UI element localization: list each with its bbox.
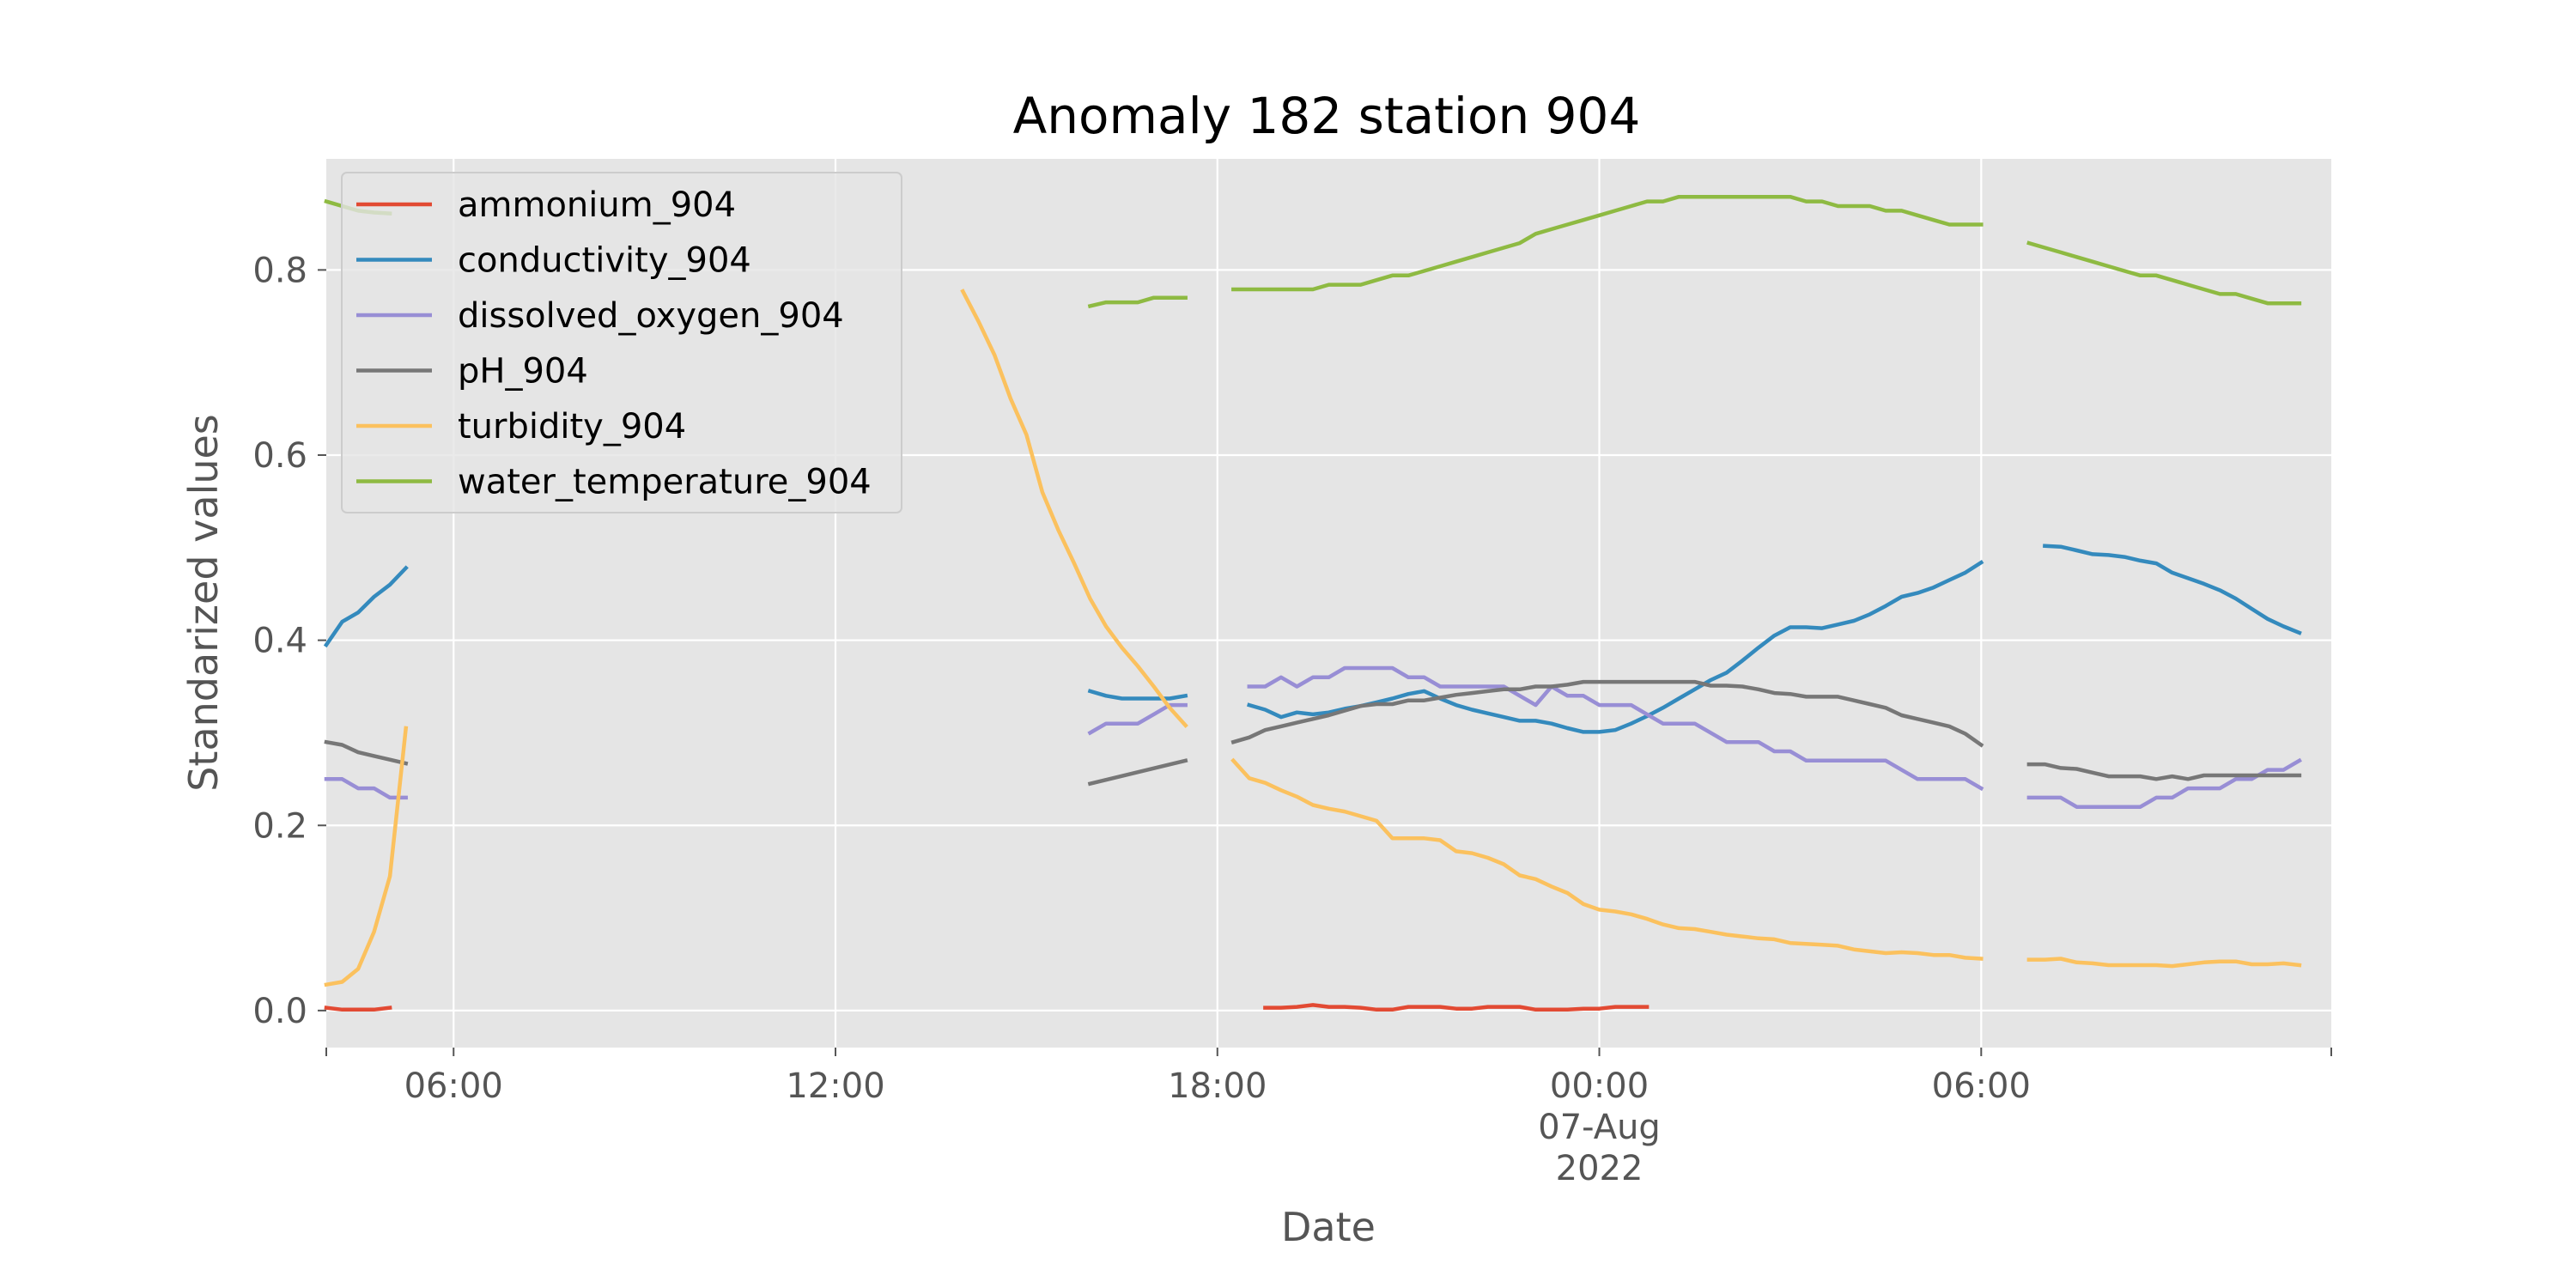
legend: ammonium_904 conductivity_904 dissolved_ox… bbox=[341, 172, 902, 513]
series-line-dissolved_oxygen_904 bbox=[324, 777, 408, 800]
series-ammonium_904 bbox=[324, 1003, 1649, 1012]
x-tick-sublabel: 2022 bbox=[1556, 1149, 1643, 1188]
series-line-pH_904 bbox=[1230, 679, 1984, 748]
series-line-ammonium_904 bbox=[324, 1005, 392, 1012]
y-axis-label: Standarized values bbox=[180, 414, 227, 792]
x-tick-label: 18:00 bbox=[1168, 1066, 1267, 1106]
y-tick-label: 0.0 bbox=[252, 992, 307, 1031]
series-dissolved_oxygen_904 bbox=[324, 665, 2302, 809]
series-line-pH_904 bbox=[2026, 762, 2302, 781]
series-line-water_temperature_904 bbox=[1087, 295, 1188, 309]
legend-label: water_temperature_904 bbox=[458, 463, 872, 502]
x-tick-label: 06:00 bbox=[404, 1066, 503, 1106]
x-tick-sublabel: 07-Aug bbox=[1538, 1108, 1661, 1147]
series-turbidity_904 bbox=[324, 289, 2302, 987]
series-line-water_temperature_904 bbox=[1231, 194, 1984, 292]
x-tick-label: 06:00 bbox=[1932, 1066, 2031, 1106]
y-tick-label: 0.8 bbox=[252, 251, 307, 290]
series-line-ammonium_904 bbox=[1263, 1003, 1649, 1012]
legend-label: dissolved_oxygen_904 bbox=[458, 296, 844, 336]
legend-label: turbidity_904 bbox=[458, 407, 686, 447]
y-tick-label: 0.4 bbox=[252, 622, 307, 661]
legend-label: ammonium_904 bbox=[458, 185, 736, 225]
x-axis-label: Date bbox=[1281, 1204, 1376, 1250]
series-pH_904 bbox=[324, 679, 2302, 787]
series-line-conductivity_904 bbox=[2043, 544, 2302, 635]
y-tick-label: 0.6 bbox=[252, 436, 307, 476]
series-line-water_temperature_904 bbox=[2026, 240, 2302, 306]
legend-label: pH_904 bbox=[458, 352, 588, 392]
series-line-turbidity_904 bbox=[324, 726, 409, 987]
series-line-dissolved_oxygen_904 bbox=[2026, 757, 2302, 809]
x-tick-label: 12:00 bbox=[786, 1066, 884, 1106]
y-tick-label: 0.2 bbox=[252, 806, 307, 846]
series-line-pH_904 bbox=[324, 739, 409, 766]
series-line-turbidity_904 bbox=[2026, 957, 2302, 969]
axes: 0.0 0.2 0.4 0.6 0.8 06:00 12:00 18:00 00:0007-Au… bbox=[252, 251, 2332, 1188]
x-tick-label: 00:00 bbox=[1550, 1066, 1649, 1106]
series-line-turbidity_904 bbox=[1230, 757, 1984, 961]
legend-box bbox=[341, 172, 902, 513]
series-line-conductivity_904 bbox=[323, 565, 409, 648]
legend-label: conductivity_904 bbox=[458, 241, 751, 281]
series-layer bbox=[323, 194, 2302, 1012]
series-line-conductivity_904 bbox=[1087, 689, 1188, 701]
series-line-pH_904 bbox=[1087, 758, 1188, 787]
chart-title: Anomaly 182 station 904 bbox=[1013, 87, 1641, 145]
series-line-turbidity_904 bbox=[960, 289, 1188, 728]
series-line-dissolved_oxygen_904 bbox=[1247, 665, 1984, 792]
